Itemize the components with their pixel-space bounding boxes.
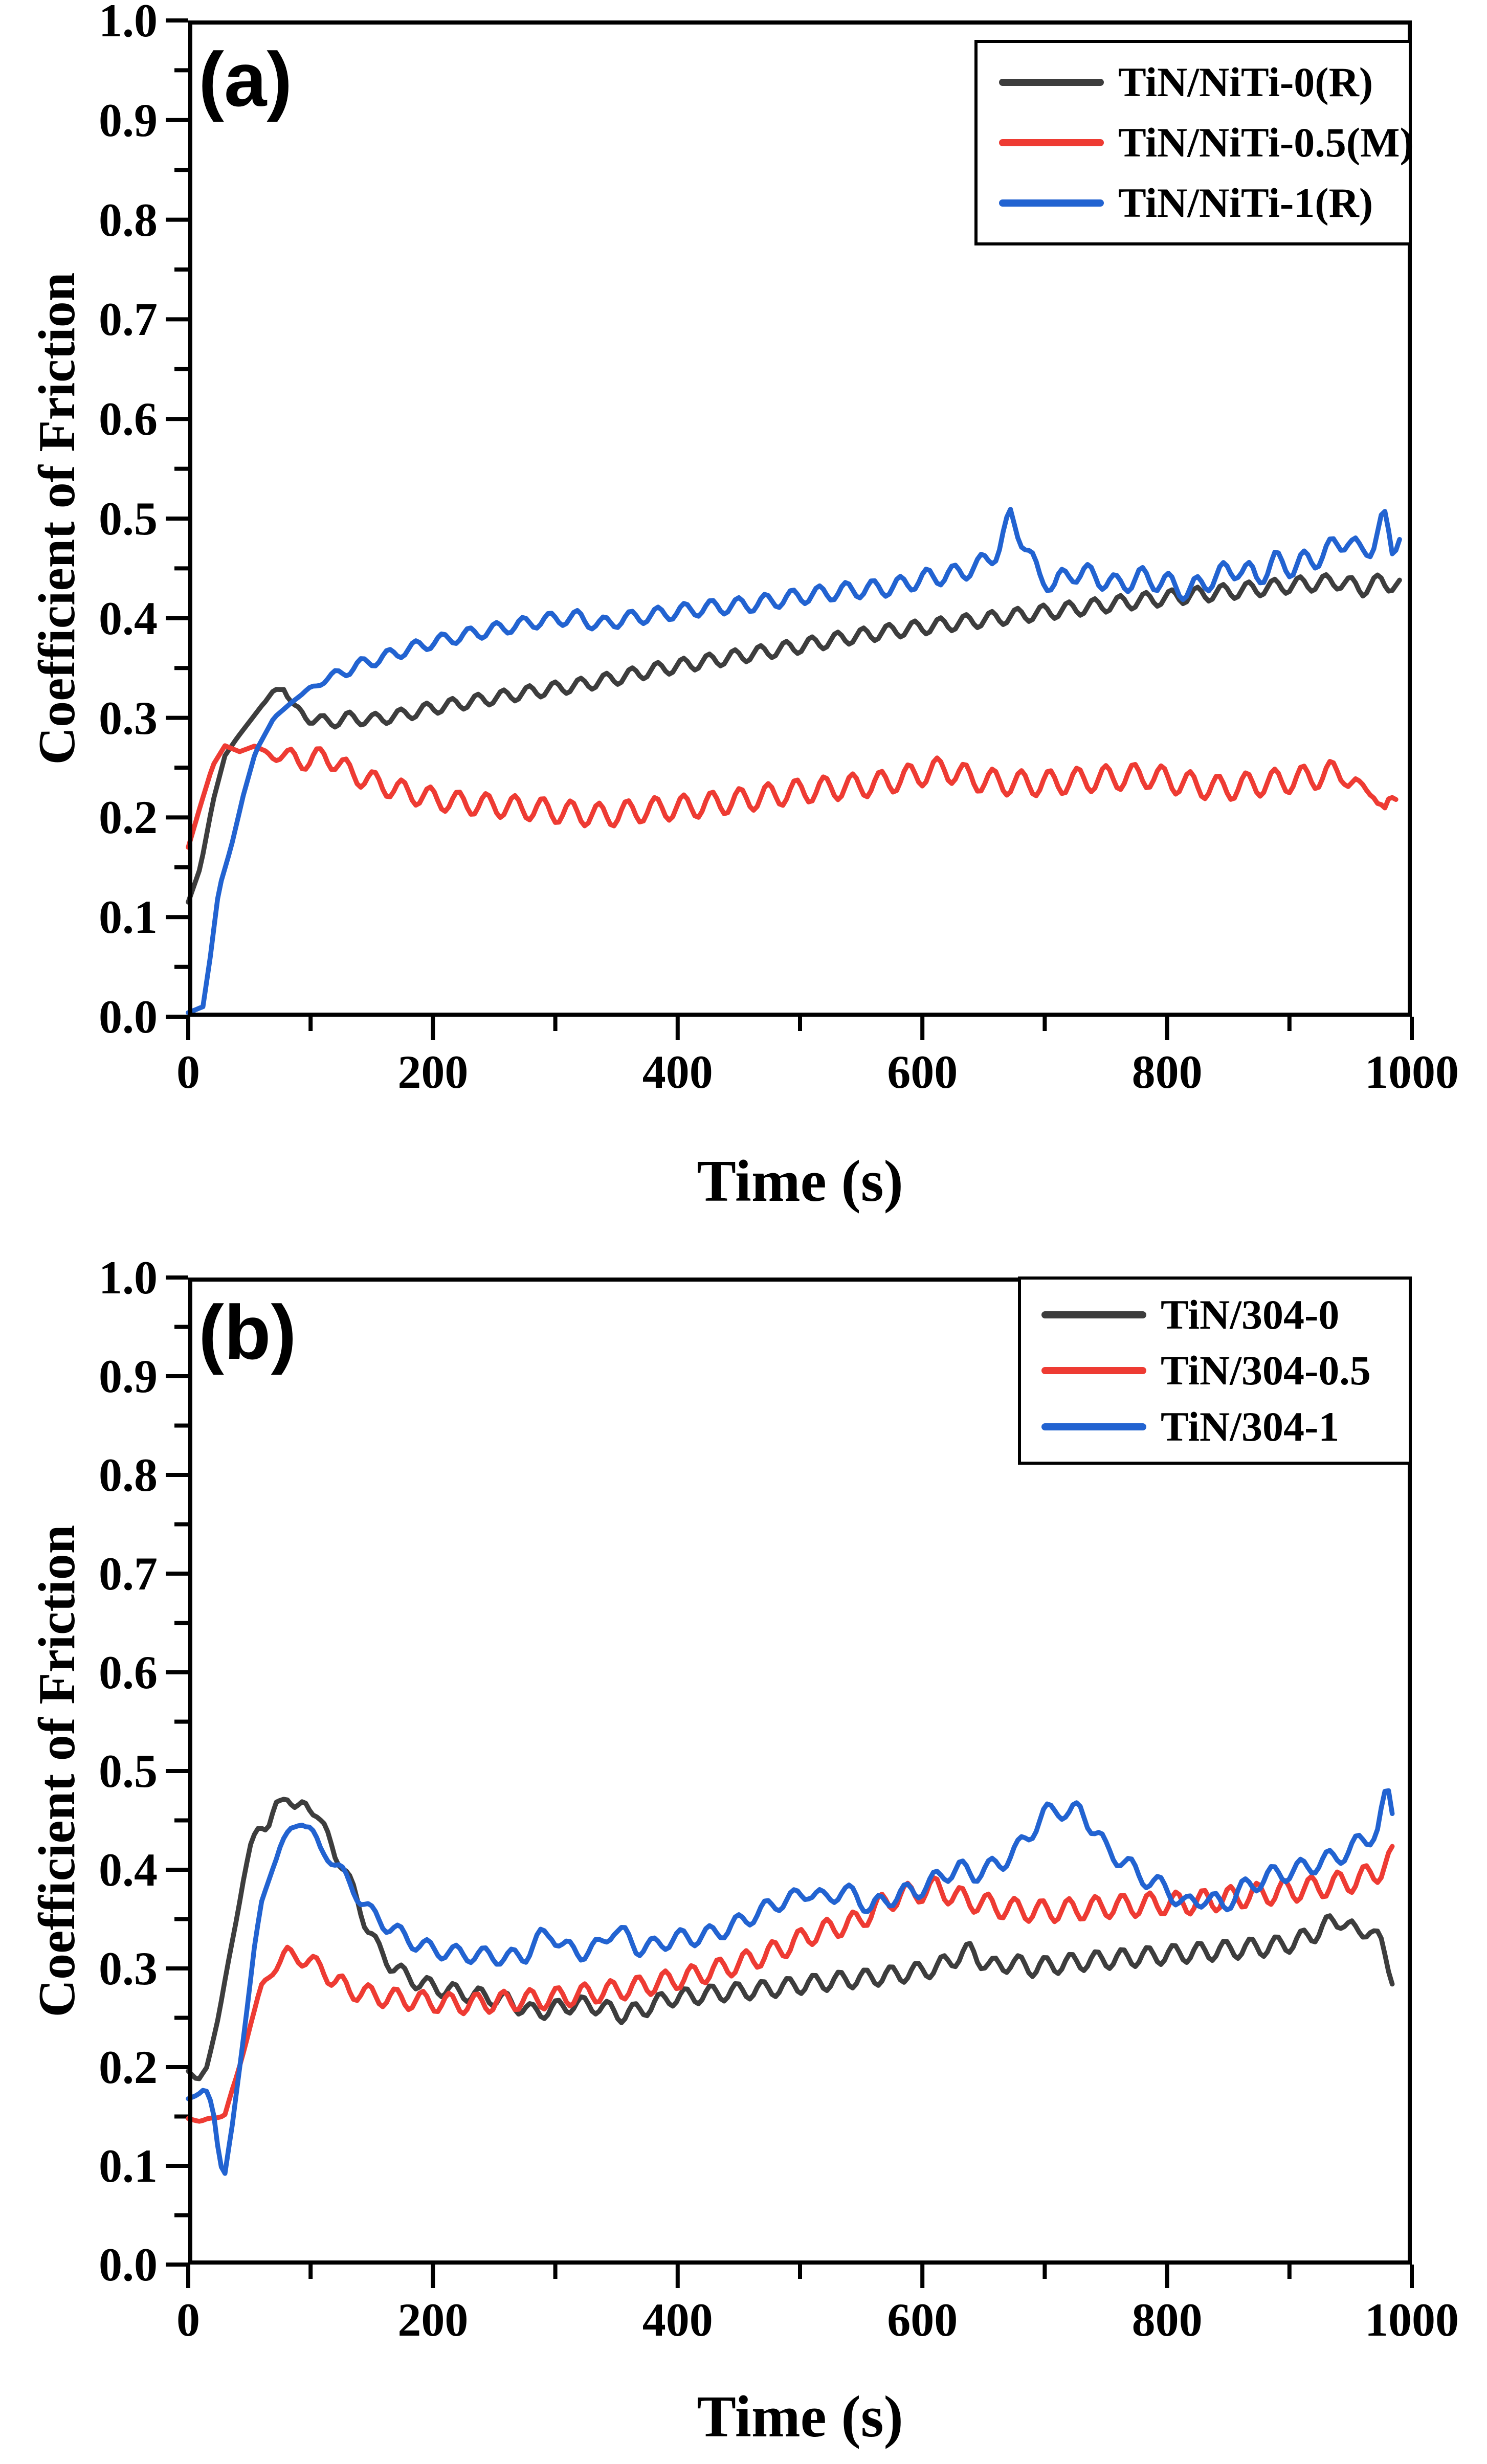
series-line-TiN/NiTi-0.5(M) [186,743,1399,850]
plot-area-a [188,20,1412,1017]
y-tick-label: 0.1 [99,2140,158,2192]
series-color-swatch [999,199,1104,207]
y-tick-label: 0.0 [99,2238,158,2291]
y-tick-label: 0.0 [99,991,158,1043]
y-tick-label: 0.4 [99,592,158,644]
y-tick-label: 0.5 [99,1745,158,1797]
legend-label: TiN/NiTi-1(R) [1118,180,1373,226]
series-line-TiN/304-1 [186,1788,1395,2176]
series-line-TiN/NiTi-1(R) [186,507,1402,1015]
legend-item: TiN/NiTi-1(R) [978,182,1409,224]
legend-item: TiN/304-0.5 [1021,1350,1409,1392]
x-tick-label: 0 [176,2294,200,2346]
y-tick-label: 1.0 [99,0,158,47]
x-tick-label: 400 [642,2294,713,2346]
series-line-TiN/304-0.5 [186,1844,1395,2124]
y-tick-label: 0.4 [99,1844,158,1896]
legend-label: TiN/304-0 [1161,1291,1340,1338]
legend-label: TiN/304-1 [1161,1403,1340,1450]
x-tick-label: 800 [1131,1046,1203,1098]
legend-label: TiN/NiTi-0(R) [1118,59,1373,105]
series-color-swatch [1041,1311,1146,1318]
x-tick-label: 1000 [1365,2294,1459,2346]
series-color-swatch [999,139,1104,146]
x-axis-title-b: Time (s) [697,2384,903,2449]
legend-b: TiN/304-0 TiN/304-0.5 TiN/304-1 [1018,1276,1412,1465]
series-line-TiN/NiTi-0(R) [186,572,1402,905]
plot-area-b [188,1278,1412,2265]
legend-label: TiN/NiTi-0.5(M) [1118,119,1414,166]
y-tick-label: 0.7 [99,293,158,346]
y-tick-label: 0.1 [99,891,158,944]
y-tick-label: 0.5 [99,492,158,545]
y-tick-label: 0.3 [99,691,158,744]
legend-item: TiN/NiTi-0.5(M) [978,122,1414,164]
y-tick-label: 0.6 [99,393,158,445]
x-tick-label: 1000 [1365,1046,1459,1098]
panel-letter-b: (b) [198,1289,297,1375]
y-tick-label: 0.9 [99,94,158,146]
legend-item: TiN/304-1 [1021,1403,1409,1450]
series-color-swatch [999,79,1104,86]
series-color-swatch [1041,1423,1146,1430]
y-tick-label: 0.8 [99,193,158,246]
y-tick-label: 0.2 [99,2041,158,2093]
panel-letter-a: (a) [198,36,293,122]
x-tick-label: 800 [1131,2294,1203,2346]
legend-label: TiN/304-0.5 [1161,1347,1371,1394]
y-tick-label: 0.9 [99,1350,158,1402]
x-tick-label: 200 [397,1046,469,1098]
y-tick-label: 0.6 [99,1646,158,1698]
y-tick-label: 0.7 [99,1548,158,1600]
legend-item: TiN/304-0 [1021,1291,1409,1338]
y-tick-label: 1.0 [99,1251,158,1304]
series-color-swatch [1041,1367,1146,1374]
x-tick-label: 400 [642,1046,713,1098]
y-tick-label: 0.8 [99,1449,158,1501]
legend-item: TiN/NiTi-0(R) [978,61,1409,103]
y-tick-label: 0.3 [99,1942,158,1995]
y-tick-label: 0.2 [99,791,158,844]
legend-a: TiN/NiTi-0(R) TiN/NiTi-0.5(M) TiN/NiTi-1… [974,40,1414,245]
x-tick-label: 0 [176,1046,200,1098]
x-tick-label: 600 [887,1046,958,1098]
x-tick-label: 200 [397,2294,469,2346]
x-axis-title-a: Time (s) [697,1149,903,1214]
series-line-TiN/304-0 [186,1797,1395,2081]
x-tick-label: 600 [887,2294,958,2346]
